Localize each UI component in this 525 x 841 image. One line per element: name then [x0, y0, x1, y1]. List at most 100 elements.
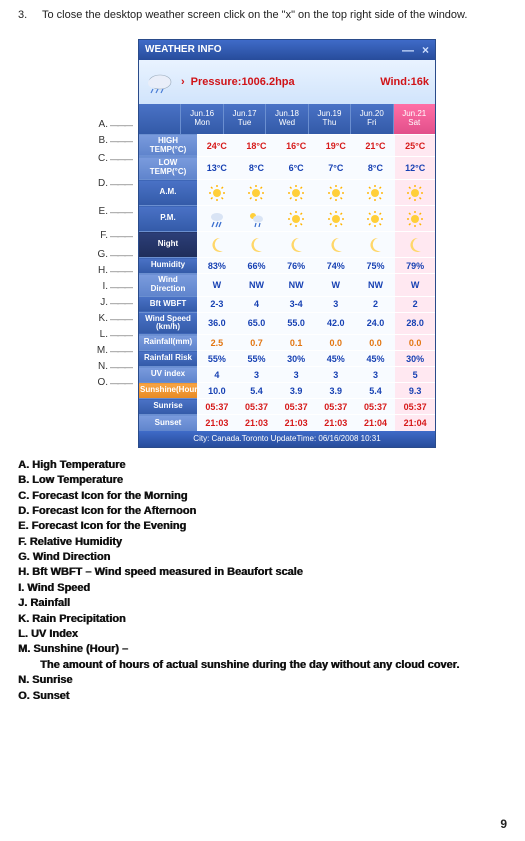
- minimize-button[interactable]: —: [402, 43, 414, 57]
- cell: [395, 232, 435, 258]
- callout-C: C.———: [96, 149, 132, 169]
- cell: 3: [237, 367, 277, 383]
- cell: 24.0: [356, 312, 396, 335]
- cell: [316, 206, 356, 232]
- cell: 3: [316, 296, 356, 312]
- cell: 21:03: [276, 415, 316, 431]
- sun-icon: [287, 184, 305, 202]
- callout-J: J.———: [96, 295, 132, 311]
- legend-line: J. Rainfall: [18, 596, 507, 611]
- row-label: Rainfall(mm): [139, 335, 197, 351]
- cell: 25°C: [395, 134, 435, 157]
- close-button[interactable]: ×: [422, 43, 429, 57]
- cell: 3.9: [276, 383, 316, 399]
- row-label: Sunshine(Hour): [139, 383, 197, 399]
- cell: [237, 206, 277, 232]
- cell: 05:37: [276, 399, 316, 415]
- sun-icon: [327, 184, 345, 202]
- cell: 21:04: [356, 415, 396, 431]
- day-header: Jun.17Tue: [223, 104, 265, 134]
- moon-icon: [247, 236, 265, 254]
- cell: 19°C: [316, 134, 356, 157]
- moon-icon: [287, 236, 305, 254]
- cell: 2: [395, 296, 435, 312]
- cell: [276, 232, 316, 258]
- day-header: Jun.18Wed: [265, 104, 307, 134]
- cell: 05:37: [237, 399, 277, 415]
- cell: [316, 232, 356, 258]
- window-title: WEATHER INFO: [145, 44, 221, 55]
- legend-line: G. Wind Direction: [18, 550, 507, 565]
- day-headers: Jun.16MonJun.17TueJun.18WedJun.19ThuJun.…: [139, 104, 435, 134]
- cell: 28.0: [395, 312, 435, 335]
- cell: 65.0: [237, 312, 277, 335]
- callout-F: F.———: [96, 225, 132, 247]
- legend-line: N. Sunrise: [18, 673, 507, 688]
- cell: 2.5: [197, 335, 237, 351]
- legend-line: L. UV Index: [18, 627, 507, 642]
- cell: 21:03: [237, 415, 277, 431]
- cell: [356, 232, 396, 258]
- moon-icon: [366, 236, 384, 254]
- cell: 21°C: [356, 134, 396, 157]
- cell: 5.4: [237, 383, 277, 399]
- cell: 2: [356, 296, 396, 312]
- row-label: UV index: [139, 367, 197, 383]
- day-header: Jun.20Fri: [350, 104, 392, 134]
- cell: W: [395, 274, 435, 297]
- sun-icon: [208, 184, 226, 202]
- cell: W: [197, 274, 237, 297]
- row-label: Bft WBFT: [139, 296, 197, 312]
- cell: NW: [276, 274, 316, 297]
- legend-line: F. Relative Humidity: [18, 535, 507, 550]
- row-label: LOW TEMP(°C): [139, 157, 197, 180]
- row-label: Rainfall Risk: [139, 351, 197, 367]
- forecast-grid: HIGH TEMP(°C)24°C18°C16°C19°C21°C25°CLOW…: [139, 134, 435, 431]
- legend-line: I. Wind Speed: [18, 581, 507, 596]
- cell: 05:37: [197, 399, 237, 415]
- cell: [316, 180, 356, 206]
- legend-line: E. Forecast Icon for the Evening: [18, 519, 507, 534]
- cell: 4: [237, 296, 277, 312]
- legend-line: B. Low Temperature: [18, 473, 507, 488]
- legend-line: D. Forecast Icon for the Afternoon: [18, 504, 507, 519]
- cell: 6°C: [276, 157, 316, 180]
- cell: 36.0: [197, 312, 237, 335]
- callout-A: A.———: [96, 117, 132, 133]
- wind-label: Wind:: [380, 76, 410, 88]
- cell: 24°C: [197, 134, 237, 157]
- cell: [197, 180, 237, 206]
- instruction-number: 3.: [18, 8, 32, 23]
- sun-icon: [247, 184, 265, 202]
- callout-I: I.———: [96, 279, 132, 295]
- title-bar: WEATHER INFO — ×: [139, 40, 435, 60]
- sun-icon: [406, 184, 424, 202]
- legend-list: A. High TemperatureB. Low TemperatureC. …: [18, 458, 507, 704]
- weather-icon: [145, 70, 175, 94]
- cell: 55.0: [276, 312, 316, 335]
- cell: 45%: [356, 351, 396, 367]
- cell: 12°C: [395, 157, 435, 180]
- cell: 55%: [197, 351, 237, 367]
- instruction-text: To close the desktop weather screen clic…: [42, 8, 507, 23]
- cell: 76%: [276, 258, 316, 274]
- cell: 4: [197, 367, 237, 383]
- cell: 18°C: [237, 134, 277, 157]
- cell: 21:03: [197, 415, 237, 431]
- sun-icon: [366, 210, 384, 228]
- cell: 74%: [316, 258, 356, 274]
- sun-icon: [366, 184, 384, 202]
- cell: [197, 206, 237, 232]
- row-label: Sunset: [139, 415, 197, 431]
- row-label: Night: [139, 232, 197, 258]
- day-header: Jun.21Sat: [393, 104, 435, 134]
- callout-L: L.———: [96, 327, 132, 343]
- cell: 0.0: [356, 335, 396, 351]
- cell: [356, 206, 396, 232]
- cell: 0.0: [395, 335, 435, 351]
- moon-icon: [406, 236, 424, 254]
- callout-letters: A.———B.———C.———D.———E.———F.———G.———H.———…: [96, 39, 132, 448]
- callout-B: B.———: [96, 133, 132, 149]
- callout-H: H.———: [96, 263, 132, 279]
- legend-line: O. Sunset: [18, 689, 507, 704]
